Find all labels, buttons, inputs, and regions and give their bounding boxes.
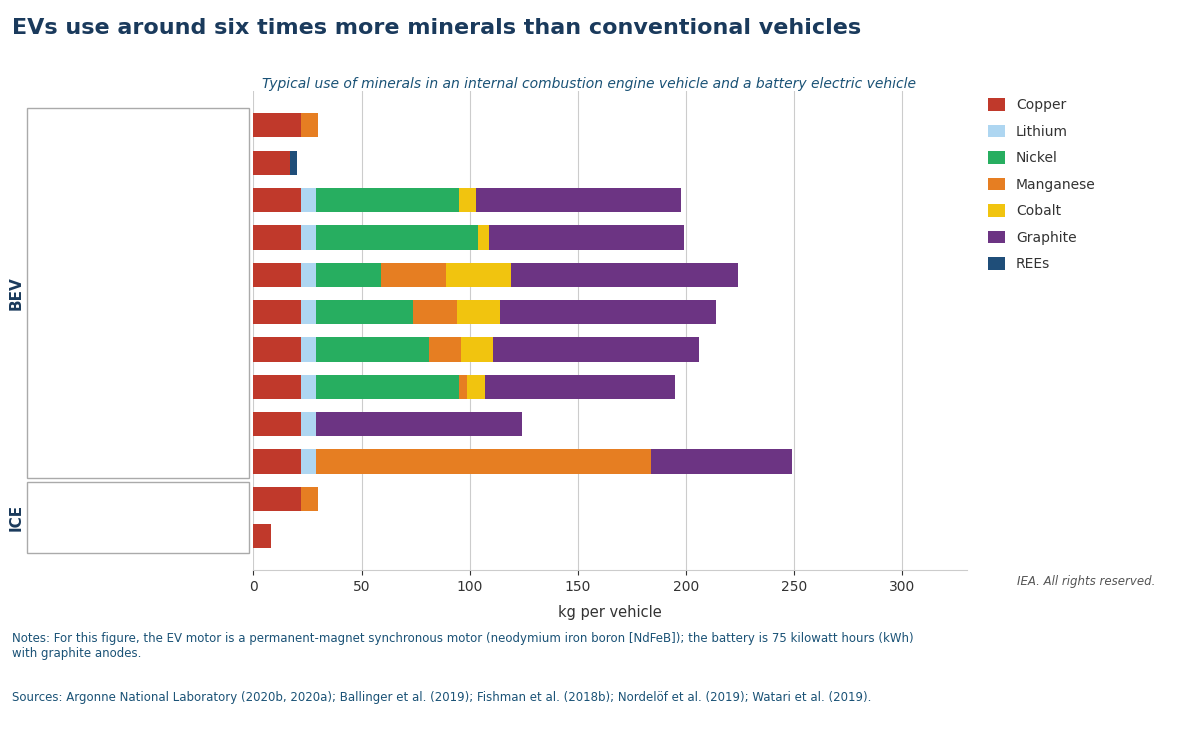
Bar bbox=[316, 450, 651, 474]
Bar bbox=[253, 262, 301, 287]
Bar bbox=[253, 188, 301, 212]
Bar bbox=[485, 375, 674, 399]
Bar bbox=[253, 225, 301, 249]
X-axis label: kg per vehicle: kg per vehicle bbox=[559, 605, 661, 620]
Bar bbox=[301, 262, 316, 287]
Text: IEA. All rights reserved.: IEA. All rights reserved. bbox=[1017, 575, 1155, 588]
Bar bbox=[316, 262, 381, 287]
Bar bbox=[27, 108, 249, 478]
Bar bbox=[253, 151, 290, 175]
Bar bbox=[459, 375, 467, 399]
Text: Typical use of minerals in an internal combustion engine vehicle and a battery e: Typical use of minerals in an internal c… bbox=[263, 77, 916, 91]
Bar bbox=[651, 450, 791, 474]
Bar bbox=[476, 188, 681, 212]
Bar bbox=[301, 113, 318, 137]
Legend: Copper, Lithium, Nickel, Manganese, Cobalt, Graphite, REEs: Copper, Lithium, Nickel, Manganese, Coba… bbox=[988, 98, 1095, 271]
Bar bbox=[479, 225, 489, 249]
Bar bbox=[301, 188, 316, 212]
Bar bbox=[467, 375, 485, 399]
Bar bbox=[253, 412, 301, 436]
Text: Sources: Argonne National Laboratory (2020b, 2020a); Ballinger et al. (2019); Fi: Sources: Argonne National Laboratory (20… bbox=[12, 691, 871, 704]
Bar bbox=[461, 337, 493, 362]
Bar bbox=[301, 300, 316, 325]
Text: EVs use around six times more minerals than conventional vehicles: EVs use around six times more minerals t… bbox=[12, 18, 861, 38]
Bar bbox=[489, 225, 684, 249]
Bar bbox=[316, 337, 429, 362]
Bar bbox=[414, 300, 456, 325]
Bar bbox=[253, 487, 301, 511]
Bar bbox=[456, 300, 500, 325]
Bar bbox=[253, 450, 301, 474]
Bar bbox=[253, 337, 301, 362]
Bar bbox=[253, 524, 271, 548]
Bar bbox=[381, 262, 446, 287]
Bar bbox=[253, 113, 301, 137]
Bar bbox=[316, 412, 521, 436]
Bar bbox=[446, 262, 511, 287]
Bar bbox=[316, 188, 459, 212]
Bar bbox=[253, 375, 301, 399]
Bar bbox=[500, 300, 716, 325]
Bar bbox=[253, 300, 301, 325]
Text: ICE: ICE bbox=[8, 504, 24, 531]
Bar bbox=[316, 300, 414, 325]
Bar bbox=[429, 337, 461, 362]
Bar bbox=[301, 450, 316, 474]
Bar bbox=[301, 375, 316, 399]
Bar bbox=[511, 262, 738, 287]
Bar bbox=[459, 188, 476, 212]
Bar bbox=[316, 225, 479, 249]
Bar bbox=[301, 487, 318, 511]
Bar bbox=[301, 337, 316, 362]
Bar bbox=[493, 337, 699, 362]
Bar bbox=[27, 482, 249, 553]
Bar bbox=[301, 412, 316, 436]
Text: BEV: BEV bbox=[8, 276, 24, 310]
Bar bbox=[290, 151, 297, 175]
Bar bbox=[316, 375, 459, 399]
Bar bbox=[301, 225, 316, 249]
Text: Notes: For this figure, the EV motor is a permanent-magnet synchronous motor (ne: Notes: For this figure, the EV motor is … bbox=[12, 632, 914, 660]
